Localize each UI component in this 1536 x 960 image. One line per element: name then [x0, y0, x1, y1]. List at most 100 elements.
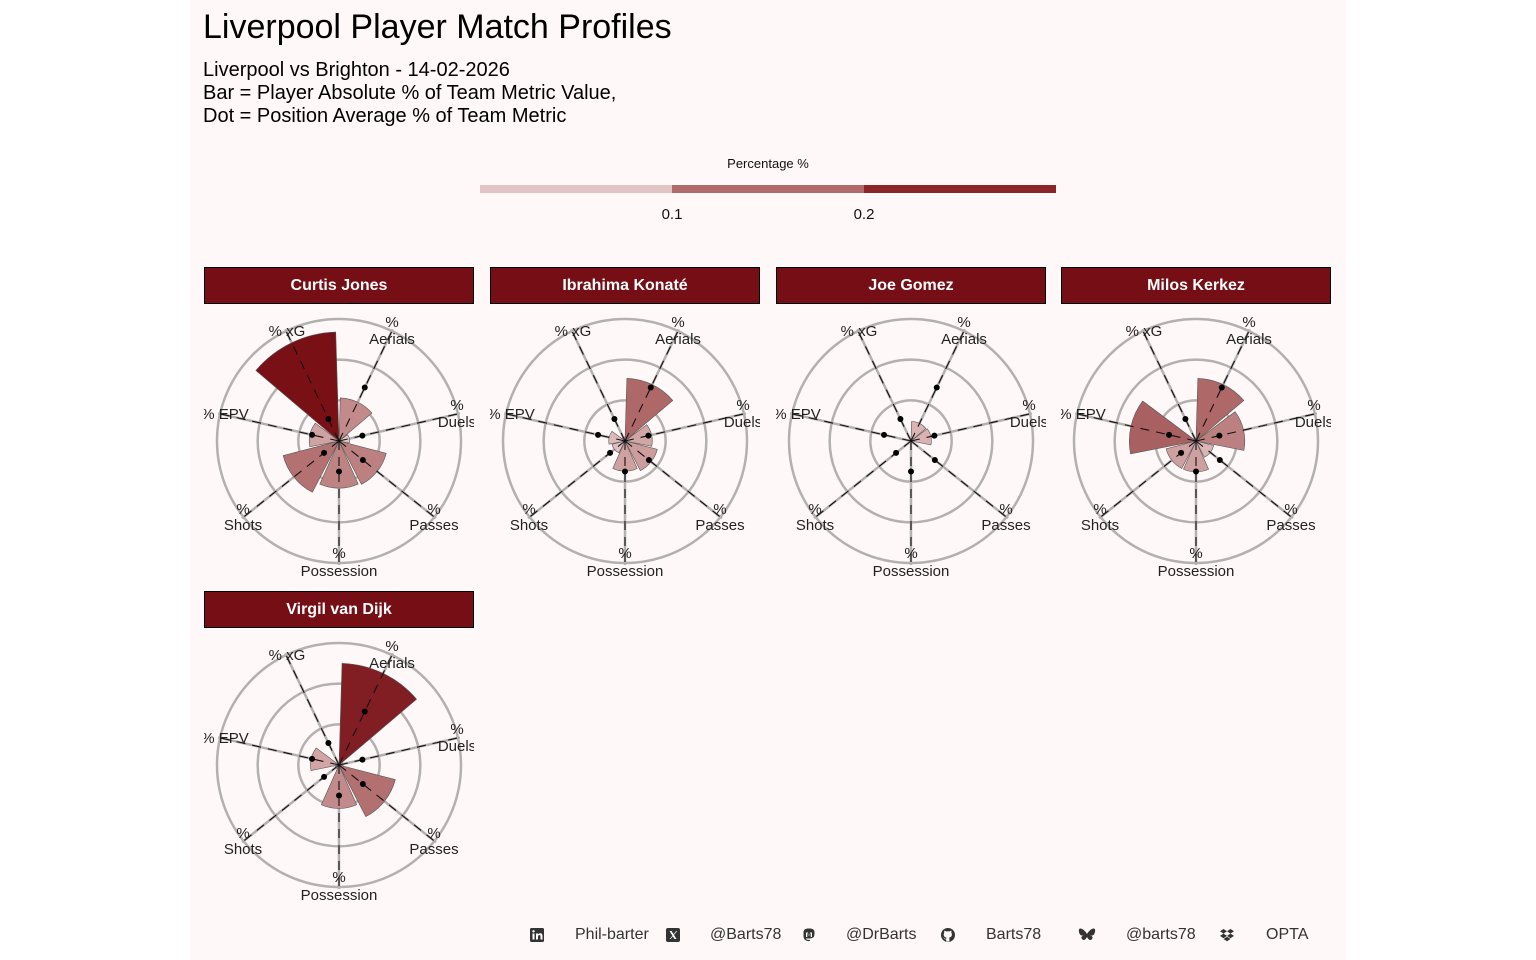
axis-label-xg: % xG: [269, 647, 306, 664]
position-average-dot: [933, 384, 940, 391]
position-average-dot: [1216, 432, 1223, 439]
axis-label-possession: %: [1189, 545, 1202, 562]
axis-label-duels: %: [1307, 397, 1320, 414]
axis-label-duels: Duels: [1010, 414, 1046, 431]
facet-strip-label: Ibrahima Konaté: [490, 267, 760, 304]
axis-label-xg: % xG: [841, 323, 878, 340]
axis-label-duels: %: [450, 721, 463, 738]
position-average-dot: [1178, 449, 1185, 456]
mastodon-icon: [803, 928, 815, 942]
axis-label-shots: %: [808, 501, 821, 518]
axis-label-xg: % xG: [269, 323, 306, 340]
axis-label-aerials: Aerials: [941, 331, 987, 348]
position-average-dot: [309, 755, 316, 762]
axis-label-possession: Possession: [587, 563, 664, 578]
axis-label-possession: Possession: [873, 563, 950, 578]
position-average-dot: [321, 449, 328, 456]
dashed-spoke: [338, 413, 459, 442]
axis-label-shots: %: [236, 501, 249, 518]
axis-label-xg: % xG: [555, 323, 592, 340]
dashed-spoke: [624, 330, 679, 442]
axis-label-shots: Shots: [796, 517, 834, 534]
position-average-dot: [897, 416, 904, 423]
axis-label-passes: Passes: [1266, 517, 1315, 534]
axis-label-duels: %: [736, 397, 749, 414]
bar-passes: [338, 764, 396, 818]
bluesky-icon: [1078, 928, 1096, 941]
dashed-spoke: [338, 440, 435, 518]
axis-label-aerials: Aerials: [655, 331, 701, 348]
position-average-dot: [893, 449, 900, 456]
axis-label-epv: % EPV: [490, 406, 535, 423]
axis-label-aerials: %: [385, 638, 398, 655]
axis-label-possession: %: [904, 545, 917, 562]
axis-label-aerials: Aerials: [369, 655, 415, 672]
facet-strip-label: Virgil van Dijk: [204, 591, 474, 628]
axis-label-epv: % EPV: [1061, 406, 1106, 423]
axis-label-duels: Duels: [438, 414, 474, 431]
dashed-spoke: [910, 440, 1007, 518]
position-average-dot: [359, 457, 366, 464]
axis-label-aerials: Aerials: [369, 331, 415, 348]
axis-label-passes: Passes: [409, 841, 458, 858]
position-average-dot: [1193, 468, 1199, 475]
axis-label-passes: %: [1284, 501, 1297, 518]
dashed-spoke: [285, 330, 340, 442]
legend-bin-high: [864, 185, 1056, 193]
footer-bluesky-text: @barts78: [1126, 926, 1196, 943]
chart-title: Liverpool Player Match Profiles: [203, 8, 672, 46]
axis-label-shots: %: [522, 501, 535, 518]
axis-label-passes: %: [427, 825, 440, 842]
footer-x-text: @Barts78: [710, 926, 782, 943]
dropbox-icon: [1220, 929, 1234, 942]
legend-tick: 0.2: [853, 206, 875, 223]
facet-strip-label: Curtis Jones: [204, 267, 474, 304]
axis-label-possession: %: [332, 545, 345, 562]
dashed-spoke: [338, 737, 459, 766]
position-average-dot: [359, 756, 366, 763]
axis-label-aerials: %: [671, 314, 684, 331]
legend-title: Percentage %: [727, 156, 809, 171]
position-average-dot: [645, 432, 652, 439]
bar-aerials: [624, 378, 674, 442]
subtitle-line-1: Liverpool vs Brighton - 14-02-2026: [203, 59, 510, 81]
position-average-dot: [321, 773, 328, 780]
position-average-dot: [359, 432, 366, 439]
footer-source-text: OPTA: [1266, 926, 1309, 943]
position-average-dot: [1182, 416, 1189, 423]
position-average-dot: [361, 384, 368, 391]
linkedin-icon: [530, 928, 544, 942]
position-average-dot: [931, 432, 938, 439]
dashed-spoke: [338, 330, 393, 442]
polar-chart-ibrahima-konat-: % Aerials% Duels% Passes% Possession% Shots% …: [490, 310, 760, 578]
dashed-spoke: [1195, 440, 1292, 518]
position-average-dot: [881, 431, 888, 438]
bar-duels: [624, 424, 653, 447]
polar-chart-curtis-jones: % Aerials% Duels% Passes% Possession% Shots% …: [204, 310, 474, 578]
polar-chart-joe-gomez: % Aerials% Duels% Passes% Possession% Shots% …: [776, 310, 1046, 578]
position-average-dot: [1218, 384, 1225, 391]
x-twitter-icon: [666, 928, 680, 942]
footer-mastodon-text: @DrBarts: [846, 926, 917, 943]
axis-label-passes: %: [427, 501, 440, 518]
axis-label-epv: % EPV: [204, 730, 249, 747]
subtitle-line-3: Dot = Position Average % of Team Metric: [203, 105, 567, 127]
dashed-spoke: [910, 413, 1031, 442]
axis-label-duels: Duels: [1295, 414, 1331, 431]
dashed-spoke: [219, 413, 340, 442]
axis-label-passes: %: [713, 501, 726, 518]
dashed-spoke: [1195, 413, 1316, 442]
axis-label-possession: Possession: [301, 563, 378, 578]
position-average-dot: [325, 416, 332, 423]
axis-label-xg: % xG: [1126, 323, 1163, 340]
dashed-spoke: [791, 413, 912, 442]
dashed-spoke: [571, 330, 626, 442]
axis-label-duels: Duels: [438, 738, 474, 755]
axis-label-duels: %: [1022, 397, 1035, 414]
axis-label-aerials: %: [957, 314, 970, 331]
axis-label-shots: Shots: [1081, 517, 1119, 534]
axis-label-aerials: Aerials: [1226, 331, 1272, 348]
axis-label-epv: % EPV: [204, 406, 249, 423]
dashed-spoke: [1142, 330, 1197, 442]
dashed-spoke: [624, 440, 721, 518]
